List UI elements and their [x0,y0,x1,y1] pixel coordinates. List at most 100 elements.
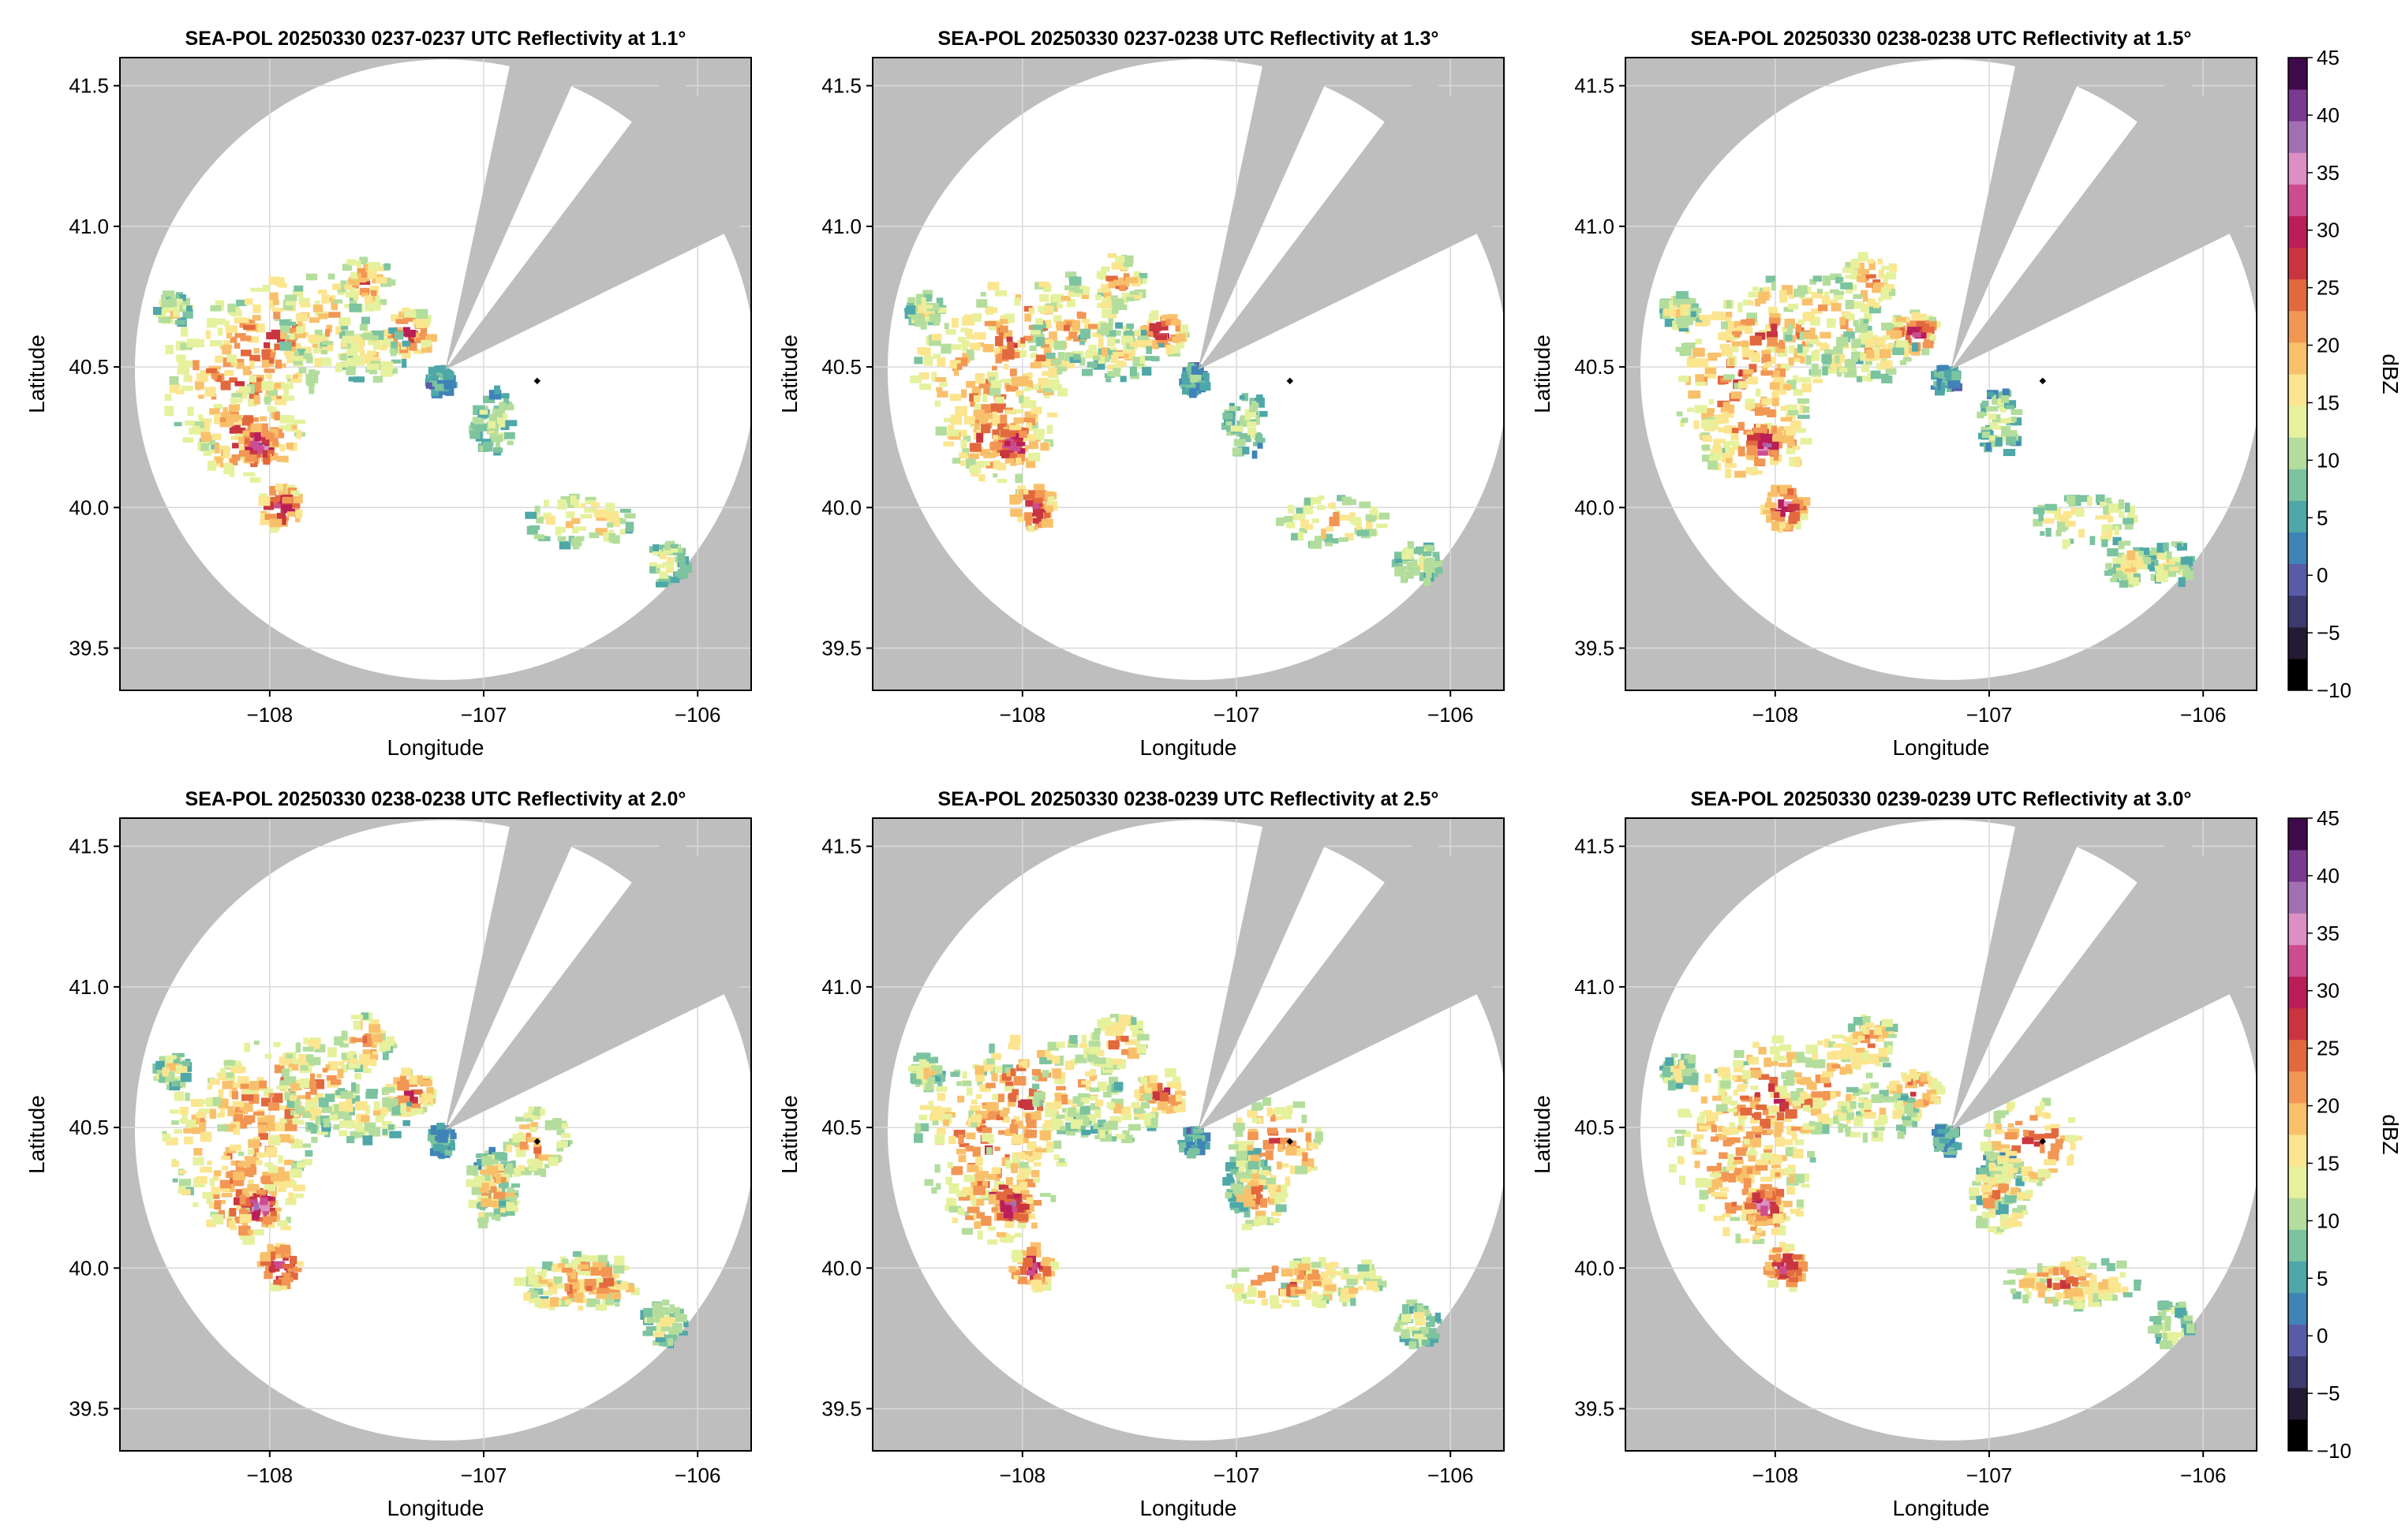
colorbar-tick-label: 25 [2317,276,2340,300]
x-tick-label: −106 [1427,703,1474,727]
colorbar-swatch [2288,913,2307,945]
colorbar-label: dBZ [2378,353,2403,394]
x-tick-label: −107 [461,703,507,727]
y-tick-label: 40.0 [69,495,109,519]
x-axis-label: Longitude [1892,735,1989,760]
reflectivity-echoes [904,252,1443,586]
x-axis-label: Longitude [1892,1496,1989,1520]
colorbar-tick-label: 45 [2317,46,2340,69]
y-axis-label: Latitude [1530,335,1554,413]
reflectivity-echoes [1659,1014,2196,1350]
colorbar-swatch [2288,121,2307,153]
x-tick-label: −108 [247,703,294,727]
colorbar-swatch [2288,278,2307,312]
blocked-sector [445,832,751,1131]
panel-5: −108 −107 −106 39.5 40.0 40.5 41.0 41.5 SEA-POL … [777,788,1505,1520]
colorbar-frame [2287,817,2308,1452]
colorbar-tick-label: −10 [2317,678,2351,702]
y-tick-label: 39.5 [821,1397,862,1421]
colorbar: −10 −5 0 5 10 15 20 25 30 35 40 45 dBZ [2287,806,2403,1463]
colorbar-tick-label: −10 [2317,1439,2351,1463]
colorbar-tick-label: 10 [2317,1209,2340,1232]
colorbar-tick-label: 5 [2317,1266,2328,1290]
y-tick-label: 41.0 [69,975,109,999]
colorbar-swatch [2288,1007,2307,1041]
x-axis-label: Longitude [387,1496,484,1520]
colorbar-swatch [2288,469,2307,501]
x-tick-label: −108 [247,1463,294,1487]
panel-title: SEA-POL 20250330 0238-0239 UTC Reflectiv… [938,788,1439,810]
x-tick-label: −106 [1427,1463,1474,1487]
blocked-sector [445,58,585,370]
panel-title: SEA-POL 20250330 0238-0238 UTC Reflectiv… [1691,28,2192,50]
panel-3: −108 −107 −106 39.5 40.0 40.5 41.0 41.5 SEA-POL … [1530,28,2403,760]
radar-marker [1286,1138,1294,1146]
y-tick-label: 40.5 [69,1116,109,1139]
plot-area-3 [1625,58,2257,690]
y-tick-label: 41.0 [1574,215,1614,238]
y-tick-label: 39.5 [69,637,109,660]
colorbar-swatch [2288,850,2307,882]
axes-frame [1625,57,2257,691]
plot-area-6 [1625,818,2257,1451]
axes-frame [119,57,752,691]
y-tick-label: 41.5 [821,74,862,98]
y-tick-label: 40.5 [69,355,109,379]
blocked-sector [1198,832,1504,1131]
y-tick-label: 41.5 [69,74,109,98]
colorbar-frame [2287,57,2308,691]
colorbar-tick-label: 30 [2317,979,2340,1003]
radar-marker [533,1138,541,1146]
y-tick-label: 40.0 [821,495,862,519]
x-tick-label: −107 [1214,1463,1260,1487]
panel-2: −108 −107 −106 39.5 40.0 40.5 41.0 41.5 SEA-POL … [777,28,1505,760]
colorbar-tick-label: 45 [2317,806,2340,830]
blocked-sector [1951,818,2090,1131]
x-tick-label: −106 [675,703,721,727]
y-tick-label: 40.0 [1574,495,1614,519]
colorbar-swatch [2288,626,2307,660]
colorbar-tick-label: 20 [2317,1094,2340,1118]
colorbar-swatch [2288,1292,2307,1325]
colorbar-swatch [2288,152,2307,185]
radar-marker [533,377,541,385]
y-tick-label: 40.5 [1574,355,1614,379]
colorbar-swatch [2288,1419,2307,1452]
y-tick-label: 40.5 [1574,1116,1614,1139]
blocked-sector [1198,58,1337,370]
colorbar-tick-label: 35 [2317,161,2340,185]
colorbar-tick-label: −5 [2317,1381,2340,1405]
radar-marker [2039,377,2047,385]
colorbar-tick-label: 15 [2317,391,2340,414]
plot-area-5 [873,818,1504,1451]
colorbar-tick-label: 30 [2317,219,2340,242]
colorbar-swatch [2288,58,2307,90]
reflectivity-echoes [152,256,693,589]
y-axis-label: Latitude [24,1095,49,1174]
y-tick-label: 40.0 [1574,1256,1614,1280]
colorbar-swatch [2288,976,2307,1009]
colorbar-swatch [2288,184,2307,216]
colorbar-swatch [2288,89,2307,121]
colorbar-tick-label: 15 [2317,1151,2340,1175]
colorbar-swatch [2288,1198,2307,1230]
colorbar-swatch [2288,215,2307,249]
y-tick-label: 41.5 [69,835,109,858]
plot-area-4 [120,818,751,1451]
blocked-sector [1951,58,2090,370]
colorbar-swatch [2288,1261,2307,1293]
reflectivity-echoes [907,1013,1442,1350]
blocked-sector [1198,72,1504,370]
y-axis-label: Latitude [24,335,49,413]
colorbar-swatch [2288,247,2307,280]
colorbar-tick-label: 40 [2317,103,2340,127]
x-tick-label: −106 [2180,703,2227,727]
blocked-sector [1198,818,1337,1131]
y-axis-label: Latitude [777,335,802,413]
y-tick-label: 40.5 [821,355,862,379]
y-tick-label: 41.5 [1574,835,1614,858]
colorbar-swatch [2288,310,2307,343]
colorbar-swatch [2288,1134,2307,1167]
y-axis-label: Latitude [1530,1095,1554,1174]
